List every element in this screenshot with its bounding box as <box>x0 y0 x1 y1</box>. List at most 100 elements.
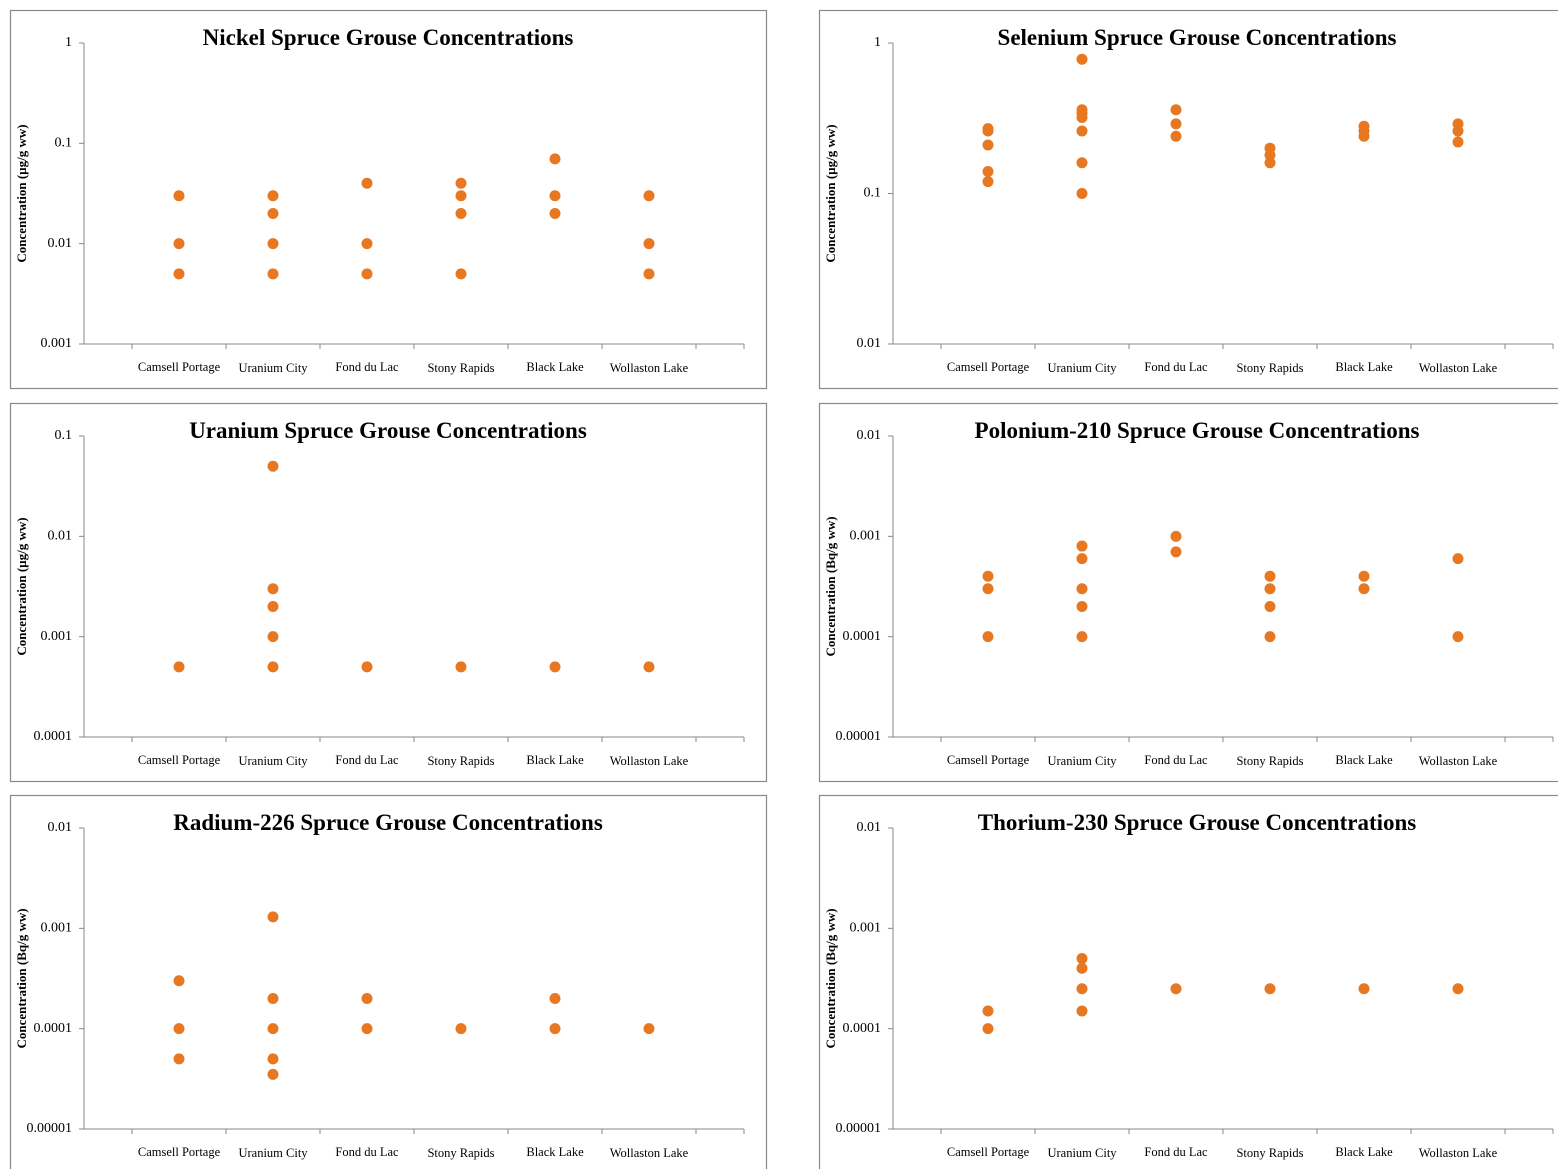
point <box>982 1023 994 1035</box>
point <box>267 1068 279 1080</box>
point <box>1076 583 1088 595</box>
x-tick-label: Black Lake <box>1335 753 1393 767</box>
y-axis-label: Concentration (Bq/g ww) <box>823 908 838 1048</box>
y-axis-label: Concentration (Bq/g ww) <box>14 908 29 1048</box>
panel-border <box>9 402 768 783</box>
y-tick-label: 0.1 <box>55 428 73 443</box>
point <box>1170 983 1182 995</box>
point <box>455 661 467 673</box>
x-tick-label: Camsell Portage <box>138 753 221 767</box>
x-tick-label: Stony Rapids <box>427 1146 494 1160</box>
x-tick-label: Stony Rapids <box>427 754 494 768</box>
x-tick-label: Stony Rapids <box>1236 1146 1303 1160</box>
point <box>267 1023 279 1035</box>
y-tick-label: 0.01 <box>857 428 882 443</box>
x-tick-label: Camsell Portage <box>138 360 221 374</box>
point <box>455 268 467 280</box>
point <box>549 1023 561 1035</box>
point <box>982 166 994 178</box>
point <box>1076 631 1088 643</box>
point <box>982 176 994 188</box>
point <box>1076 125 1088 137</box>
point <box>173 268 185 280</box>
point <box>1170 130 1182 142</box>
point <box>455 177 467 189</box>
chart-title: Nickel Spruce Grouse Concentrations <box>203 25 574 50</box>
point <box>173 661 185 673</box>
x-tick-label: Wollaston Lake <box>610 1146 689 1160</box>
point <box>1076 953 1088 965</box>
point <box>1264 631 1276 643</box>
chart-title: Polonium-210 Spruce Grouse Concentration… <box>975 418 1420 443</box>
point <box>1452 983 1464 995</box>
x-tick-label: Camsell Portage <box>947 360 1030 374</box>
point <box>549 992 561 1004</box>
point <box>1264 157 1276 169</box>
x-tick-label: Uranium City <box>238 754 308 768</box>
chart-panel: Uranium Spruce Grouse Concentrations 0.00… <box>9 402 768 783</box>
point <box>173 1023 185 1035</box>
y-tick-label: 0.0001 <box>843 629 882 644</box>
x-tick-label: Black Lake <box>526 1145 584 1159</box>
point <box>1170 530 1182 542</box>
y-tick-label: 0.001 <box>41 921 73 936</box>
x-tick-label: Wollaston Lake <box>1419 1146 1498 1160</box>
point <box>1452 125 1464 137</box>
x-tick-label: Fond du Lac <box>335 1145 399 1159</box>
y-tick-label: 0.01 <box>48 820 73 835</box>
point <box>361 268 373 280</box>
point <box>173 238 185 250</box>
x-tick-label: Stony Rapids <box>427 361 494 375</box>
point <box>173 190 185 202</box>
y-tick-label: 1 <box>65 35 72 50</box>
y-tick-label: 0.0001 <box>34 729 73 744</box>
point <box>267 238 279 250</box>
y-tick-label: 0.00001 <box>836 729 882 744</box>
x-tick-label: Camsell Portage <box>138 1145 221 1159</box>
x-tick-label: Stony Rapids <box>1236 754 1303 768</box>
chart-panel: Radium-226 Spruce Grouse Concentrations 0… <box>9 794 768 1169</box>
y-tick-label: 0.1 <box>864 186 882 201</box>
x-tick-label: Camsell Portage <box>947 753 1030 767</box>
point <box>267 583 279 595</box>
point <box>267 631 279 643</box>
x-tick-label: Camsell Portage <box>947 1145 1030 1159</box>
point <box>455 207 467 219</box>
y-axis-label: Concentration (µg/g ww) <box>14 517 29 655</box>
y-axis-label: Concentration (µg/g ww) <box>823 124 838 262</box>
point <box>361 661 373 673</box>
point <box>267 190 279 202</box>
x-tick-label: Uranium City <box>1047 754 1117 768</box>
point <box>1264 149 1276 161</box>
point <box>982 125 994 137</box>
point <box>267 460 279 472</box>
point <box>267 661 279 673</box>
point <box>455 1023 467 1035</box>
y-tick-label: 0.001 <box>850 921 882 936</box>
point <box>1076 553 1088 565</box>
y-tick-label: 0.01 <box>857 820 882 835</box>
x-tick-label: Black Lake <box>526 360 584 374</box>
point <box>1452 553 1464 565</box>
y-tick-label: 1 <box>874 35 881 50</box>
chart-panel: Polonium-210 Spruce Grouse Concentration… <box>818 402 1558 783</box>
panel-border <box>818 794 1558 1169</box>
point <box>643 268 655 280</box>
y-tick-label: 0.01 <box>857 336 882 351</box>
point <box>267 992 279 1004</box>
chart-title: Thorium-230 Spruce Grouse Concentrations <box>978 810 1417 835</box>
point <box>173 1053 185 1065</box>
point <box>982 570 994 582</box>
x-tick-label: Uranium City <box>1047 361 1117 375</box>
point <box>643 1023 655 1035</box>
point <box>549 207 561 219</box>
point <box>267 600 279 612</box>
point <box>1264 983 1276 995</box>
x-tick-label: Stony Rapids <box>1236 361 1303 375</box>
point <box>982 139 994 151</box>
y-tick-label: 0.001 <box>41 629 73 644</box>
point <box>361 177 373 189</box>
point <box>267 268 279 280</box>
y-axis-label: Concentration (µg/g ww) <box>14 124 29 262</box>
